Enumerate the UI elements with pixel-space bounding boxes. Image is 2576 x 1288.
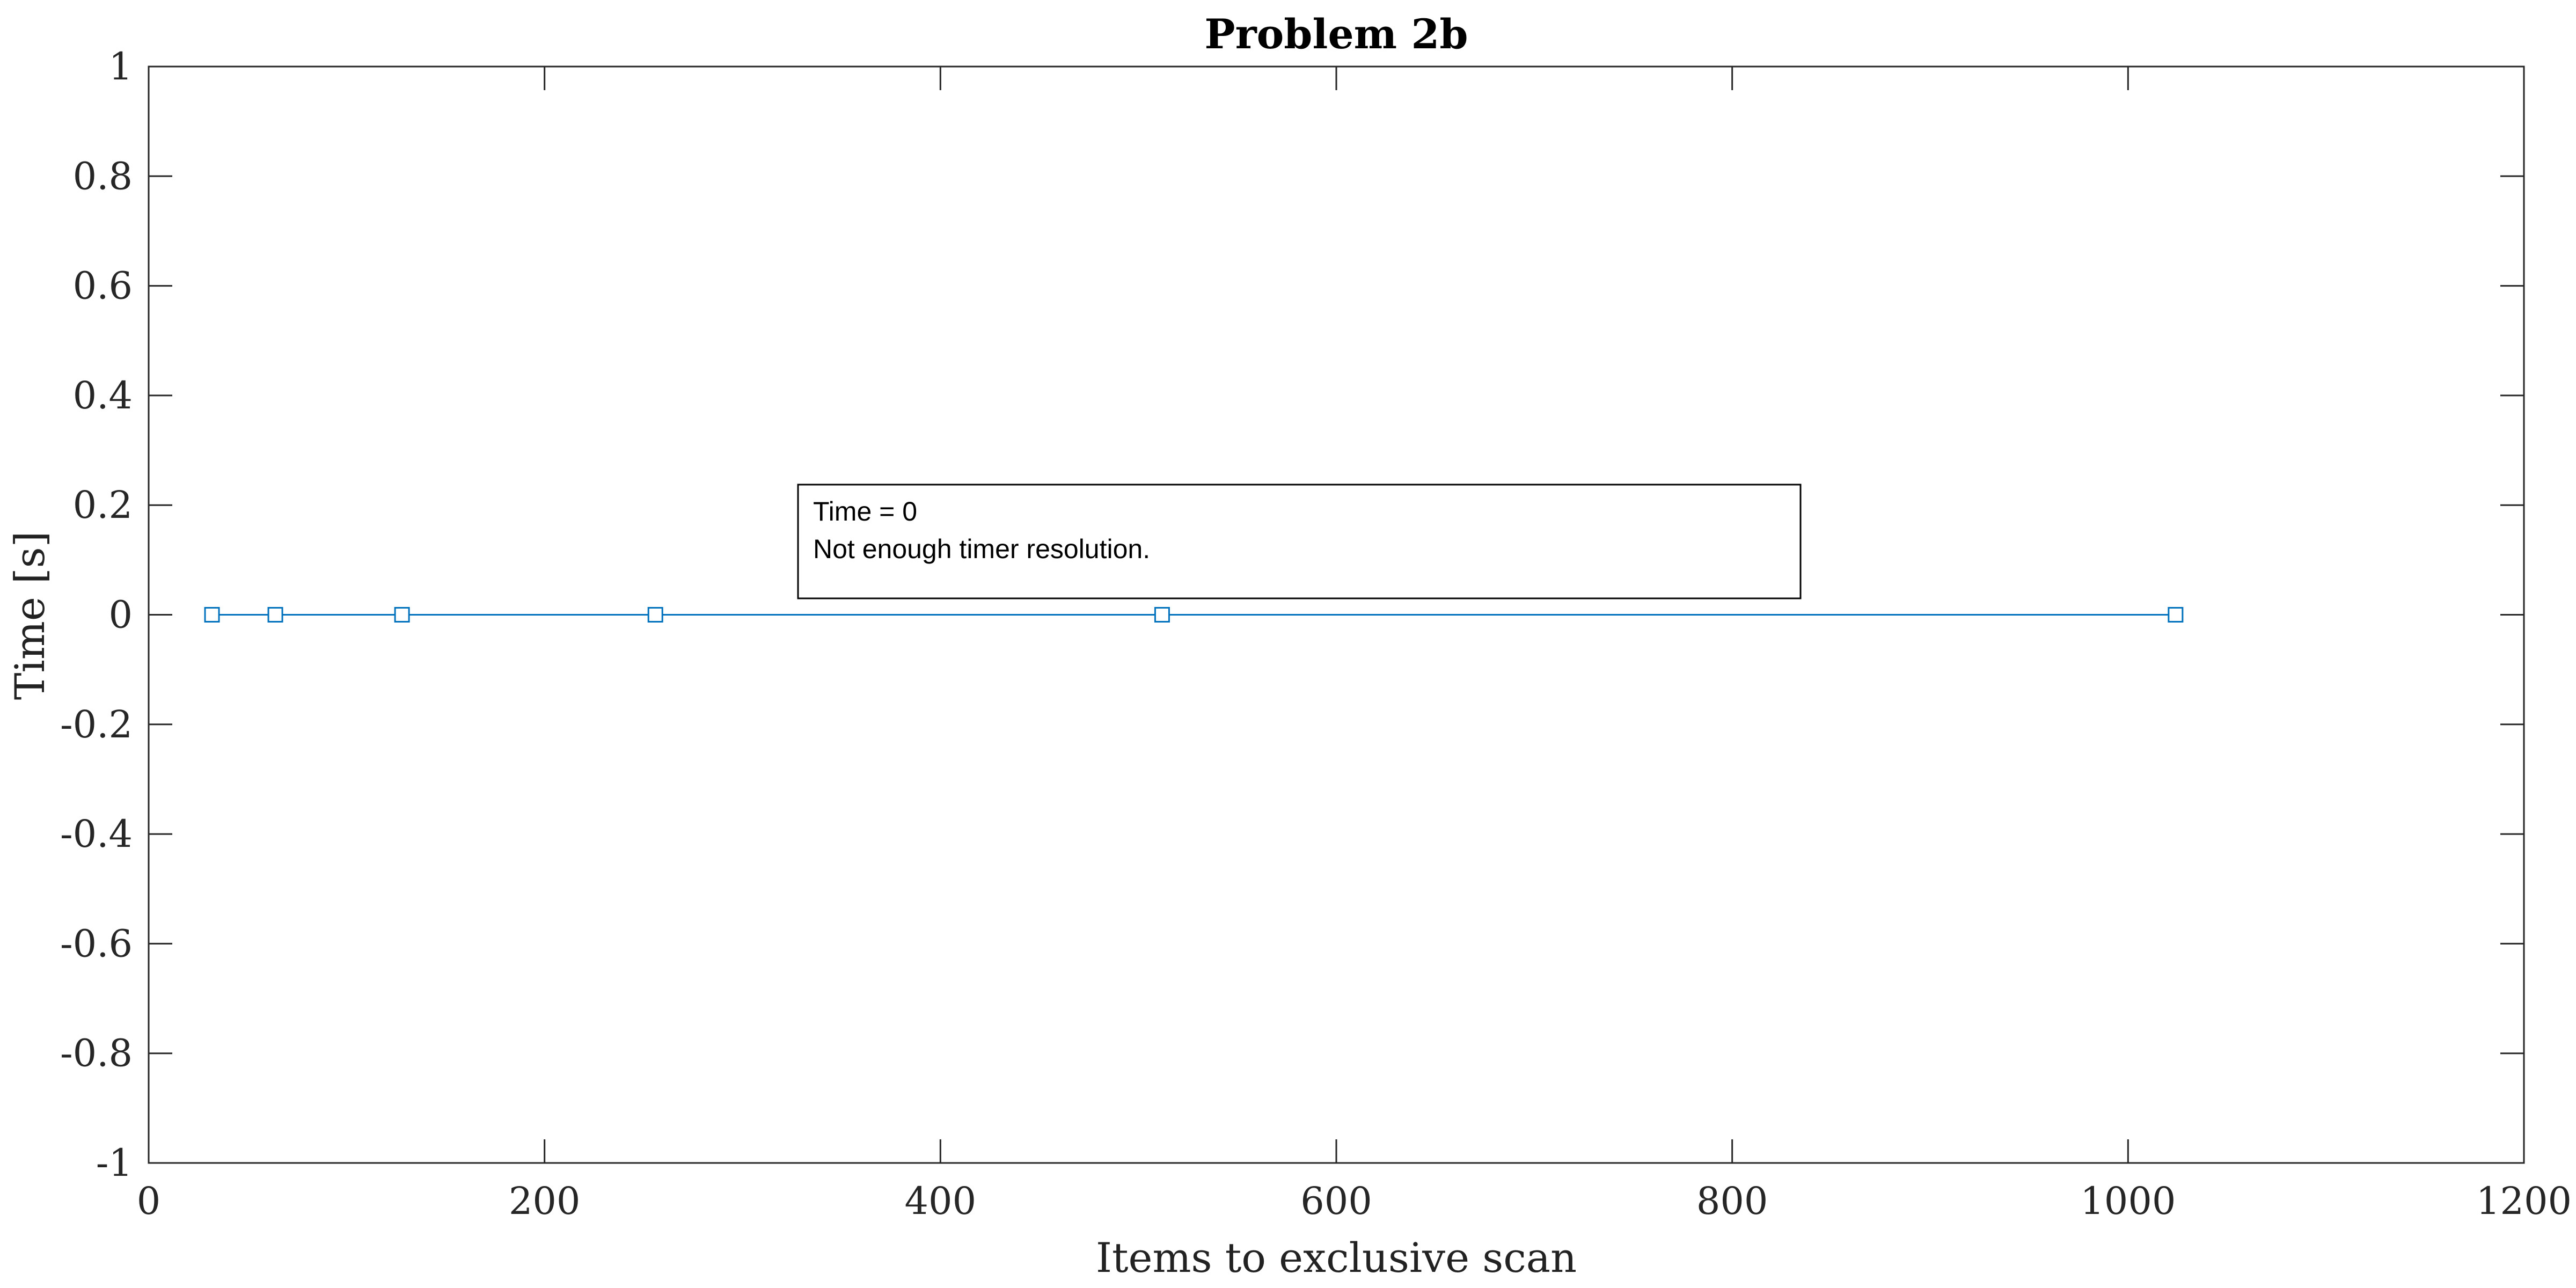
data-point-marker <box>647 607 663 623</box>
data-point-marker <box>1154 607 1170 623</box>
x-tick-label: 800 <box>1696 1179 1768 1223</box>
y-axis-label: Time [s] <box>6 531 54 700</box>
x-tick-label: 600 <box>1300 1179 1372 1223</box>
y-tick-label: 0.4 <box>73 374 133 418</box>
chart-title: Problem 2b <box>1204 10 1468 58</box>
y-axis-ticks: -1 -0.8 -0.6 -0.4 -0.2 0 0.2 0.4 0.6 0.8 1 <box>60 45 2524 1185</box>
data-point-marker <box>204 607 220 623</box>
y-tick-label: -1 <box>96 1141 133 1185</box>
x-tick-label: 200 <box>509 1179 581 1223</box>
annotation-border <box>797 484 1802 599</box>
y-tick-label: 1 <box>108 45 133 89</box>
y-tick-label: 0.6 <box>73 264 133 308</box>
data-point-marker <box>267 607 283 623</box>
y-tick-label: 0 <box>108 593 133 637</box>
annotation-line-2: Not enough timer resolution. <box>813 534 1150 564</box>
data-point-marker <box>2168 607 2184 623</box>
x-tick-label: 1000 <box>2080 1179 2176 1223</box>
annotation-box: Time = 0 Not enough timer resolution. <box>797 484 1802 599</box>
y-tick-label: -0.6 <box>60 921 133 965</box>
data-point-marker <box>394 607 410 623</box>
x-tick-label: 0 <box>137 1179 161 1223</box>
y-tick-label: 0.2 <box>73 483 133 527</box>
y-tick-label: 0.8 <box>73 154 133 198</box>
x-tick-label: 400 <box>905 1179 977 1223</box>
y-tick-label: -0.8 <box>60 1031 133 1075</box>
series-layer <box>204 607 2184 623</box>
annotation-line-1: Time = 0 <box>813 496 917 526</box>
x-axis-label: Items to exclusive scan <box>1096 1234 1577 1282</box>
y-tick-label: -0.2 <box>60 702 133 747</box>
x-axis-ticks: 0 200 400 600 800 1000 1200 <box>137 67 2572 1223</box>
x-tick-label: 1200 <box>2476 1179 2572 1223</box>
y-tick-label: -0.4 <box>60 812 133 856</box>
